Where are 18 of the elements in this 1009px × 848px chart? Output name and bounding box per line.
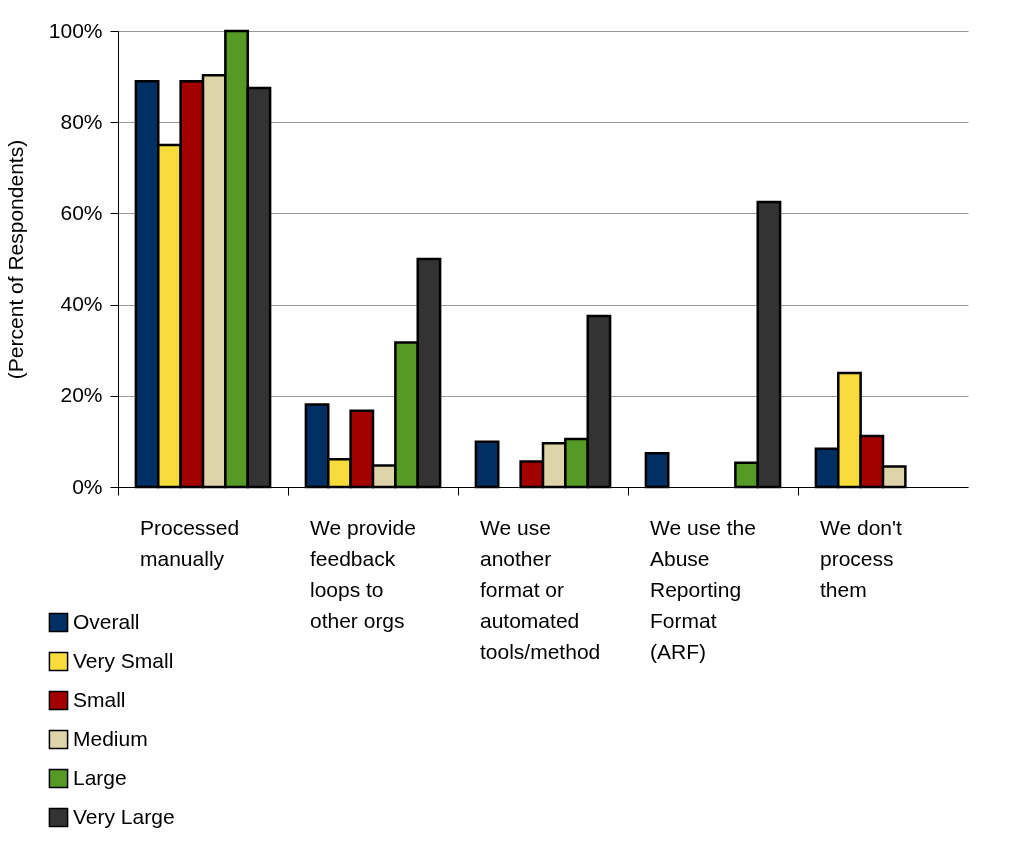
y-tick-label: 40%: [60, 292, 103, 316]
legend-label: Very Small: [73, 648, 174, 672]
legend-label: Overall: [73, 609, 140, 633]
y-tick-label: 0%: [72, 474, 103, 498]
y-axis-title: (Percent of Respondents): [3, 139, 27, 380]
legend-label: Medium: [73, 726, 148, 750]
legend-label: Small: [73, 687, 126, 711]
y-tick-label: 20%: [60, 383, 103, 407]
x-tick-label: We provide feedback loops to other orgs: [310, 515, 416, 632]
legend-label: Very Large: [73, 804, 175, 828]
x-tick-label: Processed manually: [140, 515, 240, 570]
x-tick-label: We don't process them: [820, 515, 902, 601]
y-tick-label: 80%: [60, 109, 103, 133]
legend-label: Large: [73, 765, 127, 789]
x-tick-label: We use another format or automated tools/method: [480, 515, 601, 663]
x-tick-label: We use the Abuse Reporting Format (ARF): [650, 515, 756, 663]
y-tick-label: 100%: [48, 18, 103, 42]
y-tick-label: 60%: [60, 200, 103, 224]
